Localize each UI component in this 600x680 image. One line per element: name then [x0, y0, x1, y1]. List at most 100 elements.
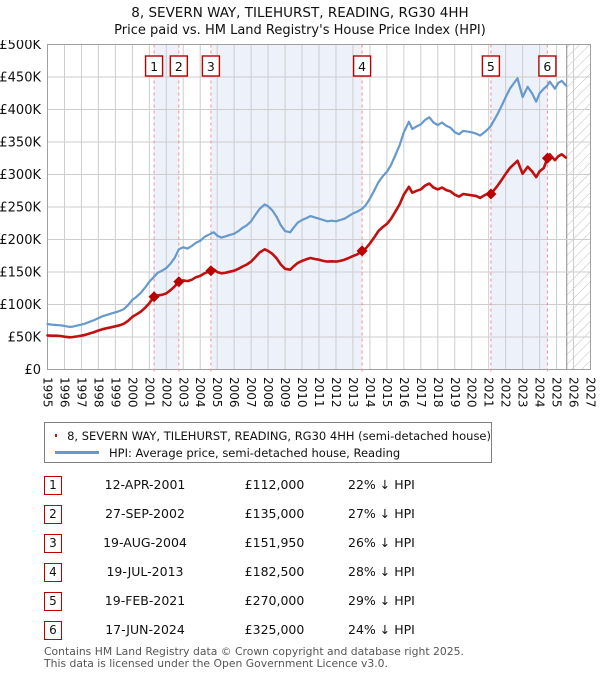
border-rect	[47, 44, 591, 370]
sale-diamond-marker	[485, 188, 497, 200]
x-tick-label: 2014	[363, 377, 377, 408]
sale-diamond-marker	[541, 152, 553, 164]
footer-copyright: Contains HM Land Registry data © Crown c…	[44, 646, 584, 669]
x-tick-label: 2020	[465, 377, 479, 408]
y-tick-label: £400K	[0, 103, 41, 118]
sale-number-badge: 4	[44, 563, 62, 582]
y-tick-label: £350K	[0, 136, 41, 151]
sale-hpi-diff: 27% ↓ HPI	[348, 506, 415, 521]
y-tick-label: £50K	[8, 331, 42, 346]
property-price-line	[46, 153, 568, 339]
hpi-line	[46, 77, 568, 328]
sale-row: 2 27-SEP-2002 £135,000 27% ↓ HPI	[44, 505, 444, 525]
legend: 8, SEVERN WAY, TILEHURST, READING, RG30 …	[44, 422, 492, 463]
x-tick-label: 1999	[108, 377, 122, 408]
sale-badge-box	[352, 55, 372, 77]
sale-number-badge: 2	[44, 505, 62, 524]
x-tick-label: 1995	[41, 377, 55, 408]
y-tick-label: £200K	[0, 233, 41, 248]
sale-number-badges: 1 2 3 4 5 6	[144, 55, 557, 77]
x-tick-label: 2016	[397, 377, 411, 408]
sale-date: 19-FEB-2021	[104, 593, 186, 608]
x-tick-label: 2004	[193, 377, 207, 408]
x-axis-labels: 1995 1996 1997 1998 1999 2000 2001 2002 2003 2004…	[41, 377, 598, 408]
sale-number-badge: 1	[44, 476, 62, 495]
legend-item: 8, SEVERN WAY, TILEHURST, READING, RG30 …	[55, 427, 491, 444]
data-lines	[46, 77, 568, 339]
sale-price: £182,500	[244, 564, 305, 579]
sale-badge-box	[144, 55, 164, 77]
y-tick-label: £0	[24, 363, 41, 378]
y-tick-label: £300K	[0, 168, 41, 183]
sale-price: £270,000	[244, 593, 305, 608]
y-tick-label: £500K	[0, 40, 41, 53]
x-tick-label: 2007	[244, 377, 258, 408]
legend-label: 8, SEVERN WAY, TILEHURST, READING, RG30 …	[67, 428, 491, 443]
x-tick-label: 2005	[210, 377, 224, 408]
x-tick-label: 2000	[125, 377, 139, 408]
sale-badge-box	[169, 55, 189, 77]
sale-row: 1 12-APR-2001 £112,000 22% ↓ HPI	[44, 476, 444, 496]
sale-row: 3 19-AUG-2004 £151,950 26% ↓ HPI	[44, 534, 444, 554]
page-title: 8, SEVERN WAY, TILEHURST, READING, RG30 …	[131, 5, 469, 21]
legend-item: HPI: Average price, semi-detached house,…	[55, 444, 491, 461]
sale-diamond-marker	[205, 265, 217, 277]
sale-price: £112,000	[244, 477, 305, 492]
sale-date: 19-AUG-2004	[103, 535, 187, 550]
x-tick-label: 2026	[567, 377, 581, 408]
sale-date: 27-SEP-2002	[105, 506, 185, 521]
y-tick-label: £250K	[0, 201, 41, 216]
property-price-line-swatch	[55, 434, 58, 437]
sale-date: 19-JUL-2013	[106, 564, 184, 579]
sales-table: 1 12-APR-2001 £112,000 22% ↓ HPI 2 27-SEP-200…	[44, 476, 444, 650]
sale-hpi-diff: 28% ↓ HPI	[348, 564, 415, 579]
sale-hpi-diff: 29% ↓ HPI	[348, 593, 415, 608]
sale-badge-number: 5	[487, 59, 495, 74]
sale-date: 12-APR-2001	[104, 477, 186, 492]
price-history-chart: 1 2 3 4 5 6 £0 £50K £100K £150K £200K £250K £300K £3…	[0, 40, 598, 408]
hpi-line-swatch	[55, 451, 99, 454]
sale-date: 17-JUN-2024	[105, 622, 185, 637]
sale-price: £325,000	[244, 622, 305, 637]
x-tick-label: 1998	[91, 377, 105, 408]
sale-price: £135,000	[244, 506, 305, 521]
x-tick-label: 2022	[499, 377, 513, 408]
sale-badge-number: 1	[150, 59, 158, 74]
y-tick-label: £150K	[0, 266, 41, 281]
sale-badge-number: 2	[175, 59, 183, 74]
x-tick-label: 1996	[57, 377, 71, 408]
x-tick-label: 2003	[176, 377, 190, 408]
x-tick-label: 2024	[533, 377, 547, 408]
x-tick-label: 2017	[414, 377, 428, 408]
x-tick-label: 2018	[431, 377, 445, 408]
legend-label: HPI: Average price, semi-detached house,…	[109, 445, 401, 460]
sale-hpi-diff: 24% ↓ HPI	[348, 622, 415, 637]
sale-hpi-diff: 22% ↓ HPI	[348, 477, 415, 492]
y-tick-label: £100K	[0, 298, 41, 313]
x-tick-label: 2021	[482, 377, 496, 408]
sale-badge-box	[481, 55, 501, 77]
sale-diamond-marker	[356, 245, 368, 257]
x-tick-label: 1997	[74, 377, 88, 408]
sale-badge-box	[538, 55, 557, 77]
x-tick-label: 2002	[159, 377, 173, 408]
sale-diamond-marker	[173, 276, 185, 288]
page-subtitle: Price paid vs. HM Land Registry's House …	[114, 23, 486, 38]
sale-badge-number: 6	[543, 59, 551, 74]
sale-number-badge: 6	[44, 621, 62, 640]
sale-badge-box	[201, 55, 221, 77]
x-tick-label: 2013	[346, 377, 360, 408]
x-tick-label: 2015	[380, 377, 394, 408]
sale-price: £151,950	[244, 535, 305, 550]
y-axis-labels: £0 £50K £100K £150K £200K £250K £300K £350K £400…	[0, 40, 41, 378]
x-tick-label: 2008	[261, 377, 275, 408]
sale-number-badge: 3	[44, 534, 62, 553]
sale-number-badge: 5	[44, 592, 62, 611]
plot-border	[47, 44, 591, 370]
x-tick-label: 2009	[278, 377, 292, 408]
sale-row: 4 19-JUL-2013 £182,500 28% ↓ HPI	[44, 563, 444, 583]
sale-row: 6 17-JUN-2024 £325,000 24% ↓ HPI	[44, 621, 444, 641]
x-tick-label: 2001	[142, 377, 156, 408]
sale-diamond-marker	[148, 291, 160, 303]
